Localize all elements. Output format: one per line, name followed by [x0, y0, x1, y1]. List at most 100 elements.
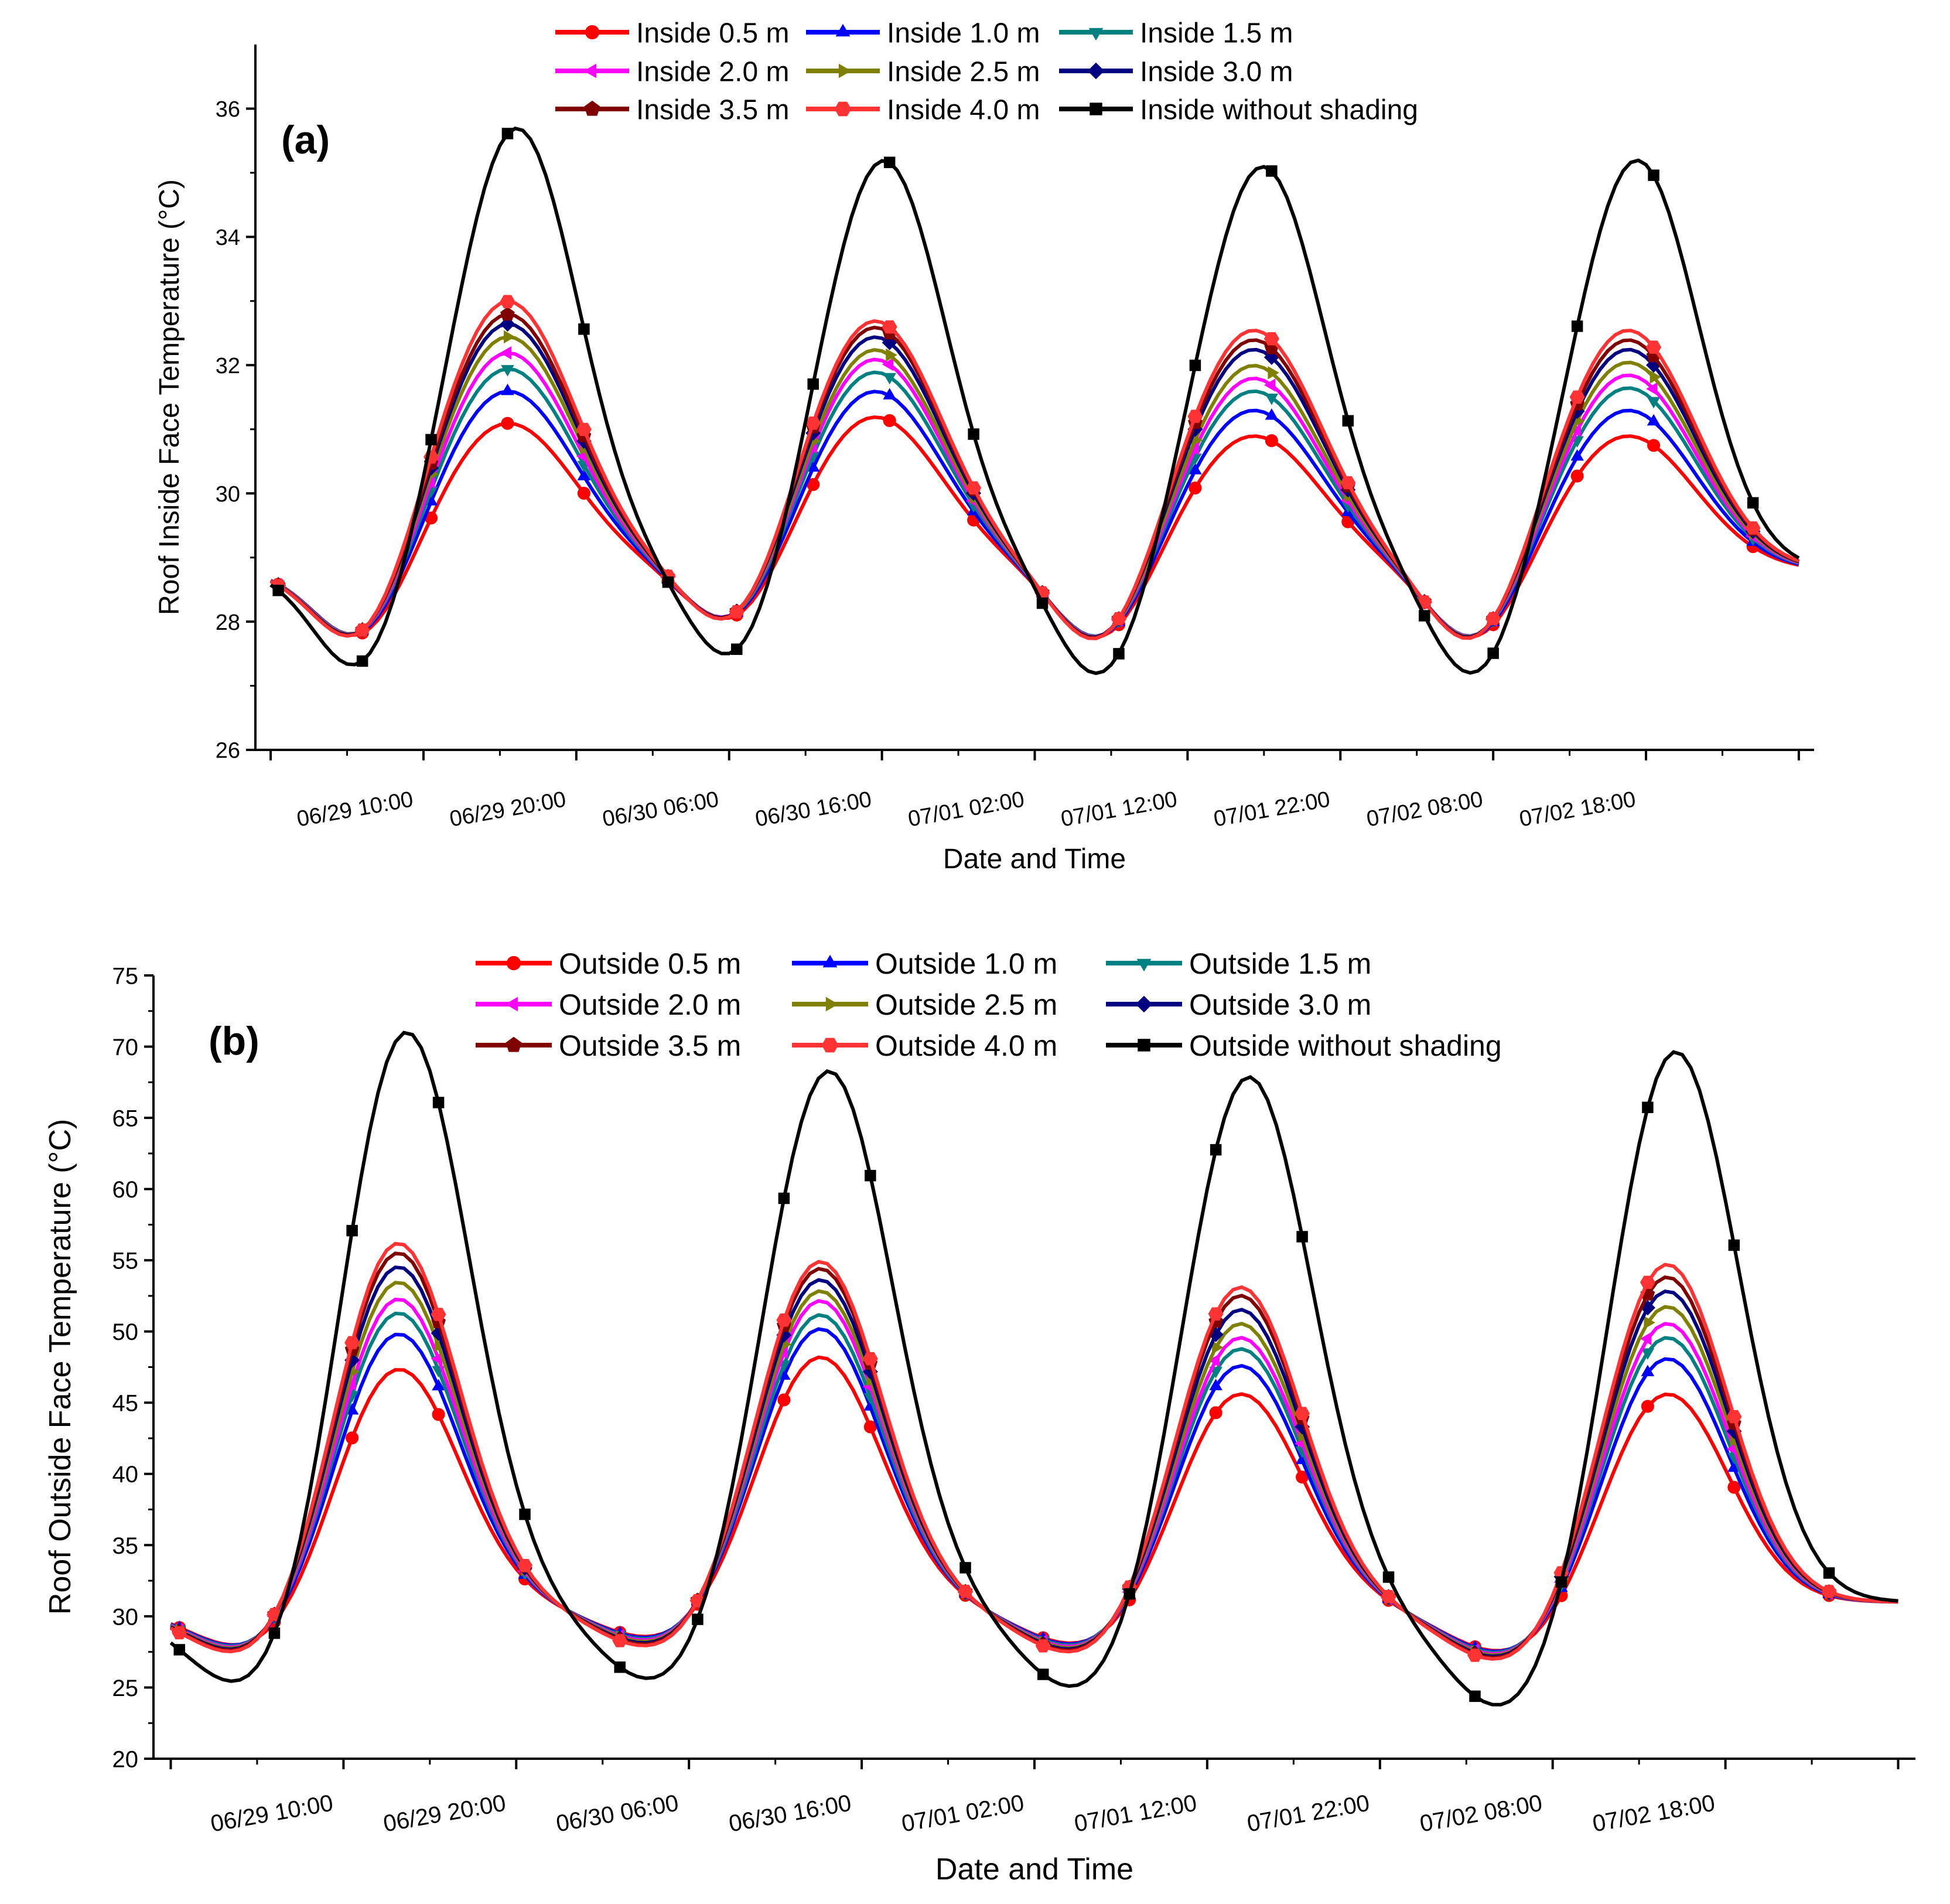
data-point [729, 605, 745, 619]
data-point [1571, 320, 1583, 332]
data-point [1650, 370, 1662, 384]
data-point [1191, 434, 1203, 447]
data-point [425, 434, 437, 446]
data-point [1647, 397, 1661, 409]
panel-b-legend: Outside 0.5 m Outside 1.0 m Outside 1.5 m O… [476, 947, 1502, 1062]
legend-label: Inside 0.5 m [636, 18, 789, 49]
data-point [577, 486, 590, 500]
data-point [1189, 359, 1201, 371]
y-tick-label: 65 [112, 1105, 139, 1131]
series-markers-8 [172, 1275, 1837, 1662]
data-point [1647, 414, 1661, 426]
data-point [1265, 393, 1279, 405]
legend-label: Inside 2.5 m [887, 56, 1040, 87]
data-point [519, 1509, 531, 1520]
legend-label: Outside 1.5 m [1189, 947, 1371, 980]
y-tick-label: 25 [112, 1676, 139, 1701]
y-tick-label: 32 [216, 354, 240, 378]
data-point [345, 1403, 359, 1415]
data-point [501, 365, 514, 377]
legend-marker [505, 997, 518, 1012]
data-point [865, 1169, 876, 1182]
data-point [805, 417, 821, 430]
data-point [1747, 497, 1759, 509]
data-point [1268, 366, 1279, 380]
data-point [356, 655, 368, 667]
panel-a-legend: Inside 0.5 m Inside 1.0 m Inside 1.5 m Insi… [555, 18, 1418, 125]
data-point [500, 306, 515, 321]
data-point [862, 1352, 878, 1366]
legend-label: Outside 1.0 m [875, 947, 1057, 980]
data-point [173, 1644, 185, 1656]
y-tick-label: 50 [112, 1319, 139, 1345]
y-tick-label: 30 [216, 482, 240, 507]
data-point [1111, 612, 1126, 626]
data-point [1485, 612, 1501, 626]
data-point [1646, 340, 1662, 354]
legend-marker [825, 997, 839, 1012]
legend-marker [585, 25, 600, 40]
data-point [501, 383, 514, 395]
data-point [1641, 1364, 1655, 1377]
data-point [1467, 1649, 1483, 1662]
y-tick-label: 26 [216, 739, 240, 763]
y-tick-label: 55 [112, 1248, 139, 1274]
data-point [1642, 1101, 1654, 1113]
legend-label: Inside 3.5 m [636, 94, 789, 125]
data-point [1342, 415, 1354, 427]
legend-label: Outside 2.5 m [875, 988, 1057, 1021]
y-tick-label: 40 [112, 1462, 139, 1487]
legend-marker [583, 63, 597, 79]
data-point [1210, 1144, 1222, 1156]
data-point [432, 1408, 445, 1421]
data-point [172, 1626, 187, 1640]
data-point [883, 156, 896, 168]
data-point [1036, 597, 1049, 609]
legend-label: Inside 3.0 m [1140, 56, 1293, 87]
panel-a-x-axis-title: Date and Time [943, 844, 1126, 875]
data-point [882, 357, 894, 371]
data-point [435, 1339, 446, 1352]
data-point [778, 1192, 790, 1204]
data-point [731, 643, 743, 655]
data-point [807, 477, 820, 492]
y-tick-label: 20 [112, 1746, 139, 1772]
data-point [1209, 1406, 1222, 1420]
data-point [1212, 1340, 1224, 1354]
data-point [500, 346, 511, 360]
data-point [1189, 463, 1202, 475]
data-point [272, 585, 284, 596]
data-point [1728, 1239, 1740, 1251]
data-point [886, 348, 897, 362]
y-tick-label: 70 [112, 1035, 139, 1060]
data-point [1570, 449, 1584, 461]
data-point [1726, 1410, 1742, 1424]
data-point [662, 576, 674, 588]
legend-label: Outside 3.0 m [1189, 988, 1371, 1021]
data-point [1419, 610, 1430, 622]
data-point [354, 623, 370, 637]
data-point [692, 1613, 703, 1625]
y-tick-label: 36 [216, 97, 240, 122]
data-point [777, 1393, 791, 1407]
data-point [576, 422, 592, 436]
legend-marker [834, 101, 852, 117]
data-point [883, 388, 896, 400]
panel-b-y-ticks: 20 25 30 35 40 45 50 55 60 65 70 75 [112, 963, 153, 1772]
data-point [1208, 1307, 1224, 1320]
legend-marker [1090, 103, 1102, 115]
data-point [1266, 165, 1278, 177]
legend-label: Outside 0.5 m [559, 947, 741, 980]
legend-marker [1088, 28, 1104, 41]
data-point [1123, 1588, 1135, 1600]
data-point [501, 417, 514, 430]
data-point [577, 469, 591, 480]
data-point [1381, 1590, 1396, 1603]
data-point [431, 1352, 443, 1366]
legend-marker [1087, 62, 1105, 80]
data-point [1569, 424, 1582, 437]
data-point [1727, 1480, 1741, 1494]
data-point [346, 1224, 358, 1237]
data-point [1640, 1275, 1655, 1289]
